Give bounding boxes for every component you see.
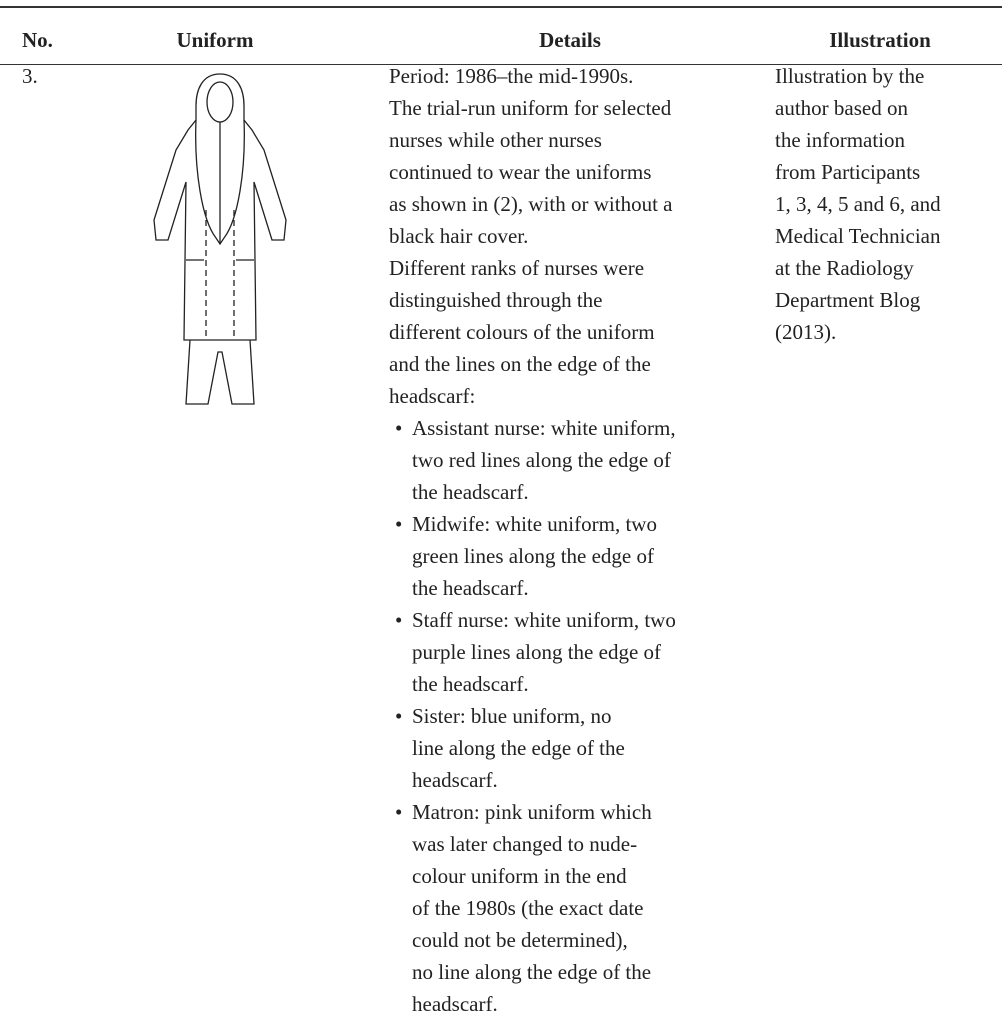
text-line: green lines along the edge of — [412, 544, 654, 568]
bullet-dot: • — [395, 800, 403, 824]
text-line: Assistant nurse: white uniform, — [412, 416, 676, 440]
bullet-dot: • — [395, 512, 403, 536]
text-line: Medical Technician — [775, 224, 941, 248]
bullet-dot: • — [395, 704, 403, 728]
bullet-item: • Midwife: white uniform, two green lines … — [389, 508, 676, 604]
number: 3. — [22, 64, 38, 88]
text-line: Matron: pink uniform which — [412, 800, 652, 824]
text-line: Department Blog — [775, 288, 921, 312]
bullet-dot: • — [395, 608, 403, 632]
text-line: could not be determined), — [412, 928, 628, 952]
bullet-item: • Assistant nurse: white uniform, two red … — [389, 412, 676, 508]
text-line: continued to wear the uniforms — [389, 160, 652, 184]
top-rule — [0, 6, 1002, 8]
paragraph: The trial-run uniform for selected nurses… — [389, 92, 676, 252]
text-line: at the Radiology — [775, 256, 914, 280]
text-line: Period: 1986–the mid-1990s. — [389, 64, 634, 88]
text-line: of the 1980s (the exact date — [412, 896, 644, 920]
details-cell: Period: 1986–the mid-1990s. The trial-run… — [389, 60, 676, 1020]
text-line: line along the edge of the — [412, 736, 625, 760]
text-line: colour uniform in the end — [412, 864, 627, 888]
uniform-drawing — [153, 73, 287, 405]
text-line: headscarf. — [412, 992, 498, 1016]
text-line: the headscarf. — [412, 480, 529, 504]
text-line: author based on — [775, 96, 908, 120]
text-line: nurses while other nurses — [389, 128, 602, 152]
row-number: 3. — [22, 60, 38, 92]
text-line: was later changed to nude- — [412, 832, 638, 856]
header-details: Details — [539, 28, 601, 52]
text-line: headscarf: — [389, 384, 476, 408]
header-illustration: Illustration — [829, 28, 931, 52]
text-line: the information — [775, 128, 906, 152]
text-line: from Participants — [775, 160, 921, 184]
text-line: Sister: blue uniform, no — [412, 704, 612, 728]
bullet-item: • Matron: pink uniform which was later cha… — [389, 796, 676, 1020]
bullet-dot: • — [395, 416, 403, 440]
header-rule — [0, 64, 1002, 65]
header-uniform: Uniform — [176, 28, 254, 52]
bullet-item: • Sister: blue uniform, no line along the … — [389, 700, 676, 796]
text-line: Midwife: white uniform, two — [412, 512, 657, 536]
text-line: headscarf. — [412, 768, 498, 792]
text-line: (2013). — [775, 320, 837, 344]
text-line: the headscarf. — [412, 576, 529, 600]
text-line: different colours of the uniform — [389, 320, 655, 344]
text-line: 1, 3, 4, 5 and 6, and — [775, 192, 941, 216]
text-line: The trial-run uniform for selected — [389, 96, 672, 120]
text-line: Illustration by the — [775, 64, 925, 88]
text-line: two red lines along the edge of — [412, 448, 671, 472]
text-line: Staff nurse: white uniform, two — [412, 608, 676, 632]
text-line: the headscarf. — [412, 672, 529, 696]
paragraph: Period: 1986–the mid-1990s. — [389, 60, 676, 92]
text-line: distinguished through the — [389, 288, 603, 312]
text-line: purple lines along the edge of — [412, 640, 662, 664]
header-no: No. — [22, 28, 53, 52]
text-line: black hair cover. — [389, 224, 529, 248]
text-line: Different ranks of nurses were — [389, 256, 645, 280]
text-line: and the lines on the edge of the — [389, 352, 651, 376]
text-line: no line along the edge of the — [412, 960, 652, 984]
illustration-cell: Illustration by the author based on the in… — [775, 60, 941, 348]
paragraph: Different ranks of nurses were distinguis… — [389, 252, 676, 412]
bullet-item: • Staff nurse: white uniform, two purple l… — [389, 604, 676, 700]
text-line: as shown in (2), with or without a — [389, 192, 673, 216]
